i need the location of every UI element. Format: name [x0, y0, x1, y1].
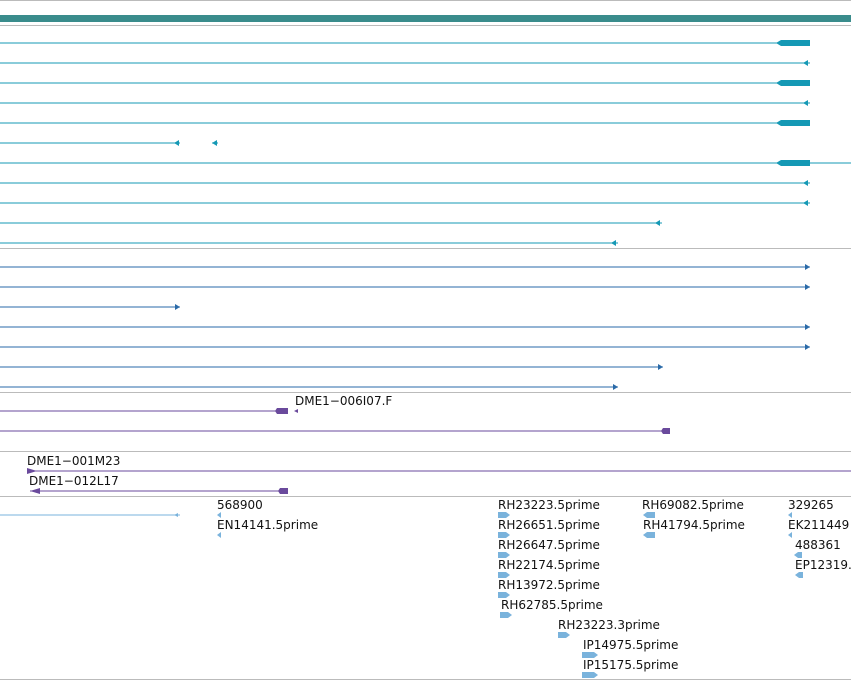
- est-mark[interactable]: [643, 512, 655, 518]
- teal-transcript-arrow[interactable]: [655, 220, 660, 226]
- teal-cds-arrow[interactable]: [776, 40, 781, 46]
- blue-transcript-arrow[interactable]: [613, 384, 618, 390]
- teal-cds-block[interactable]: [781, 40, 810, 46]
- purple-clone-start[interactable]: [27, 468, 37, 474]
- est-mark[interactable]: [498, 572, 510, 578]
- est-label[interactable]: RH23223.3prime: [558, 618, 660, 632]
- est-label[interactable]: RH62785.5prime: [501, 598, 603, 612]
- purple-clone-end[interactable]: [278, 488, 288, 494]
- est-label[interactable]: RH22174.5prime: [498, 558, 600, 572]
- gene-span-bar[interactable]: [0, 15, 851, 22]
- clone-label[interactable]: DME1−012L17: [29, 474, 119, 488]
- est-mark[interactable]: [217, 532, 221, 538]
- est-mark[interactable]: [795, 572, 803, 578]
- purple-clone-end[interactable]: [275, 408, 288, 414]
- est-label[interactable]: RH26647.5prime: [498, 538, 600, 552]
- clone-label[interactable]: DME1−006I07.F: [295, 394, 393, 408]
- est-label[interactable]: RH26651.5prime: [498, 518, 600, 532]
- est-label[interactable]: RH69082.5prime: [642, 498, 744, 512]
- est-label[interactable]: RH41794.5prime: [643, 518, 745, 532]
- blue-transcript-arrow[interactable]: [805, 284, 810, 290]
- est-mark[interactable]: [498, 532, 510, 538]
- teal-transcript-arrow[interactable]: [611, 240, 616, 246]
- blue-transcript-arrow[interactable]: [658, 364, 663, 370]
- teal-cds-arrow[interactable]: [776, 120, 781, 126]
- est-mark[interactable]: [500, 612, 512, 618]
- teal-cds-block[interactable]: [781, 80, 810, 86]
- est-mark[interactable]: [498, 512, 510, 518]
- teal-cds-block[interactable]: [781, 160, 810, 166]
- blue-transcript-arrow[interactable]: [805, 324, 810, 330]
- est-mark[interactable]: [498, 552, 510, 558]
- est-label[interactable]: 488361: [795, 538, 841, 552]
- est-arrow[interactable]: [174, 513, 178, 517]
- teal-transcript-arrow[interactable]: [803, 100, 808, 106]
- est-mark[interactable]: [794, 552, 802, 558]
- teal-transcript-arrow[interactable]: [803, 200, 808, 206]
- est-mark[interactable]: [498, 592, 510, 598]
- teal-cds-arrow[interactable]: [776, 160, 781, 166]
- est-label[interactable]: 329265: [788, 498, 834, 512]
- est-label[interactable]: RH23223.5prime: [498, 498, 600, 512]
- purple-clone-arrow[interactable]: [294, 409, 298, 413]
- est-mark[interactable]: [582, 672, 598, 678]
- est-label[interactable]: EK211449: [788, 518, 850, 532]
- est-mark[interactable]: [788, 532, 792, 538]
- clone-label[interactable]: DME1−001M23: [27, 454, 121, 468]
- blue-transcript-arrow[interactable]: [805, 344, 810, 350]
- blue-transcript-arrow[interactable]: [805, 264, 810, 270]
- teal-cds-arrow[interactable]: [776, 80, 781, 86]
- est-label[interactable]: IP14975.5prime: [583, 638, 679, 652]
- purple-clone-start[interactable]: [30, 488, 40, 494]
- teal-transcript-arrow[interactable]: [803, 60, 808, 66]
- est-mark[interactable]: [217, 512, 221, 518]
- est-mark[interactable]: [643, 532, 655, 538]
- blue-transcript-arrow[interactable]: [175, 304, 180, 310]
- teal-transcript-arrow[interactable]: [803, 180, 808, 186]
- est-label[interactable]: EP12319.: [795, 558, 851, 572]
- purple-clone-end[interactable]: [661, 428, 670, 434]
- est-mark[interactable]: [788, 512, 792, 518]
- est-label[interactable]: RH13972.5prime: [498, 578, 600, 592]
- est-label[interactable]: IP15175.5prime: [583, 658, 679, 672]
- est-label[interactable]: EN14141.5prime: [217, 518, 319, 532]
- est-mark[interactable]: [582, 652, 598, 658]
- teal-transcript-arrow[interactable]: [174, 140, 179, 146]
- teal-transcript-arrow[interactable]: [212, 140, 217, 146]
- est-mark[interactable]: [558, 632, 570, 638]
- est-label[interactable]: 568900: [217, 498, 263, 512]
- teal-cds-block[interactable]: [781, 120, 810, 126]
